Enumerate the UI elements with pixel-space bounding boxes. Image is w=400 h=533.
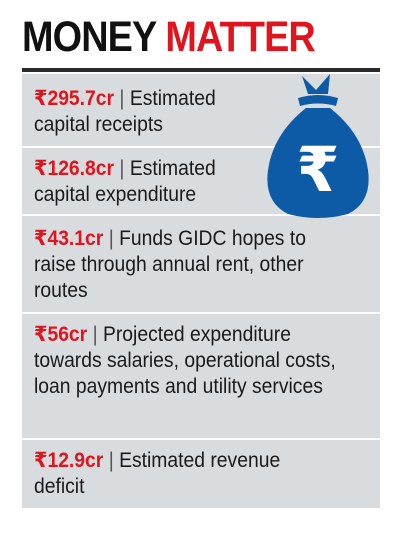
item-separator: | [119,87,125,110]
headline-rule [22,68,380,72]
item-separator: | [119,157,125,180]
list-item: ₹43.1cr | Funds GIDC hopes to raise thro… [22,216,380,312]
list-item: ₹12.9cr | Estimated revenue deficit [22,440,380,508]
item-description: Estimated revenue deficit [34,449,281,498]
item-separator: | [108,227,114,250]
item-amount: ₹295.7cr [34,87,115,110]
list-item: ₹56cr | Projected expenditure towards sa… [22,314,380,438]
item-amount: ₹43.1cr [34,227,104,250]
item-description: Estimated capital expenditure [34,157,216,206]
item-amount: ₹56cr [34,323,88,346]
item-amount: ₹126.8cr [34,157,115,180]
item-description: Projected expenditure towards salaries, … [34,323,336,398]
row-divider [22,438,380,440]
row-divider [22,146,380,148]
row-divider [22,312,380,314]
headline-word-money: MONEY [22,13,157,61]
item-separator: | [108,449,114,472]
item-description: Funds GIDC hopes to raise through annual… [34,227,306,302]
headline: MONEY MATTER [22,8,316,66]
headline-word-matter: MATTER [165,13,315,61]
item-description: Estimated capital receipts [34,87,216,136]
item-separator: | [92,323,98,346]
rupee-symbol: ₹ [296,133,339,206]
item-amount: ₹12.9cr [34,449,104,472]
money-bag-rupee-icon: ₹ [258,68,378,220]
row-divider [22,214,380,216]
